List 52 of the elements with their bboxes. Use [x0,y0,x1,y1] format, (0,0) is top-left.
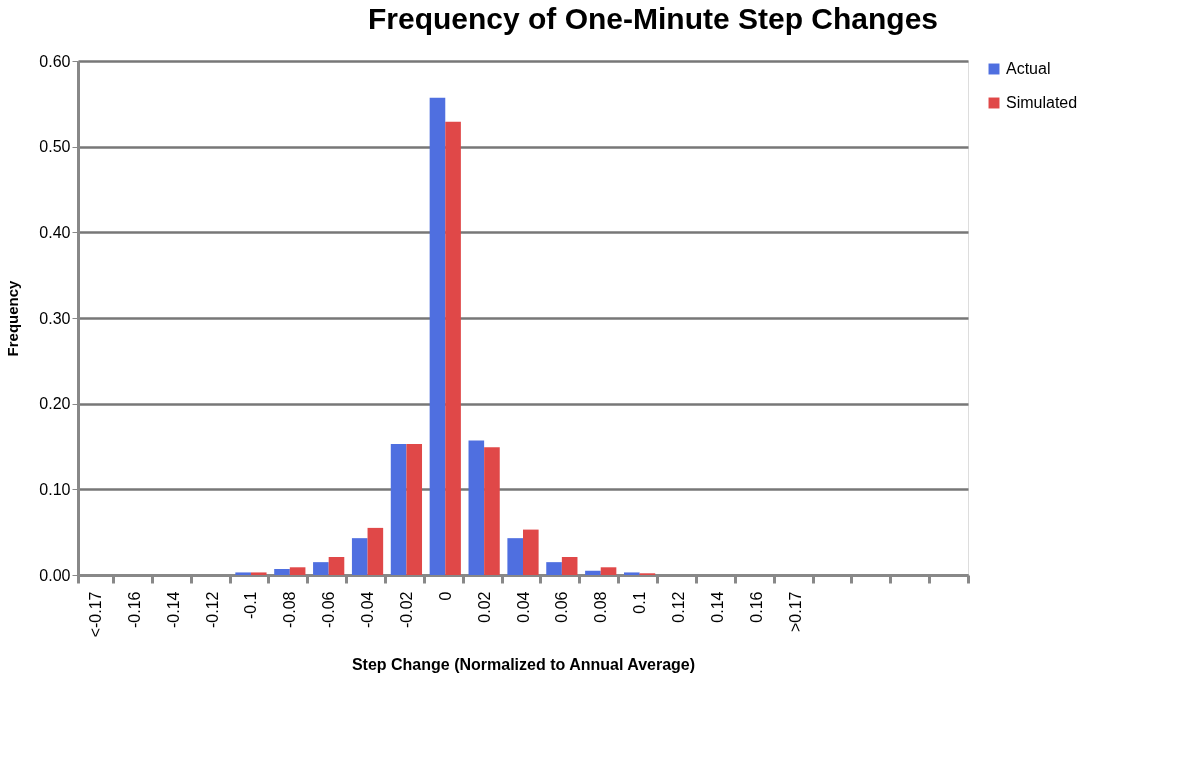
bar [507,538,523,575]
bar [351,538,368,575]
x-tick-label: 0.04 [514,591,532,623]
bar [484,447,500,575]
x-tick-label: -0.14 [164,591,182,628]
x-tick-label: 0.16 [747,591,765,623]
bar [429,97,446,575]
x-tick-label: -0.12 [203,591,221,628]
x-tick-label: 0.06 [553,591,571,623]
x-tick-label: -0.1 [242,591,260,620]
x-tick-label: -0.02 [397,591,415,628]
bar [523,529,539,575]
bar [600,567,617,575]
x-tick-label: 0.1 [631,591,649,614]
legend-label: Actual [1006,60,1051,77]
x-axis-title: Step Change (Normalized to Annual Average) [351,656,696,674]
bar [623,572,640,575]
bar [274,569,290,575]
x-tick-label: 0.12 [669,591,687,623]
x-tick-label: >0.17 [786,591,804,632]
bar [390,443,407,575]
x-tick-label: 0.02 [475,591,493,623]
legend-label: Simulated [1006,94,1078,111]
bar [546,562,562,575]
bar [561,557,578,575]
y-tick-label: 0.50 [39,138,71,156]
bar [328,557,345,575]
bar [367,527,384,575]
x-tick-label: -0.04 [359,591,377,628]
x-tick-label: 0.08 [592,591,610,623]
bar [445,121,461,575]
y-tick-label: 0.10 [39,480,71,498]
x-tick-label: 0 [436,591,454,601]
bar [406,443,423,575]
bar [468,440,485,575]
y-tick-label: 0.20 [39,395,71,413]
bar [235,572,251,575]
x-tick-label: 0.14 [708,591,726,623]
bar [585,570,601,575]
bar [313,562,329,575]
bar [289,567,306,575]
y-tick-label: 0.40 [39,223,71,241]
chart-title: Frequency of One-Minute Step Changes [367,2,939,35]
x-tick-label: -0.16 [125,591,143,628]
y-axis-title: Frequency [4,279,22,357]
x-tick-label: <-0.17 [86,591,104,638]
y-tick-label: 0.30 [39,309,71,327]
x-tick-label: -0.06 [320,591,338,628]
bar [250,572,267,575]
x-tick-label: -0.08 [281,591,299,628]
y-tick-label: 0.60 [39,52,71,70]
y-tick-label: 0.00 [39,566,71,584]
